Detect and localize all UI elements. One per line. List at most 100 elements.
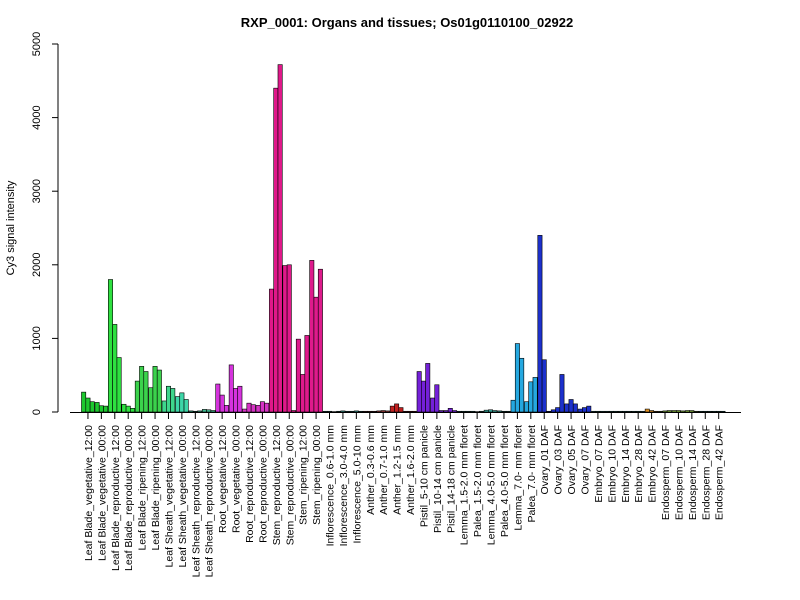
bar — [219, 394, 225, 413]
x-tick-label: Leaf Blade_ripening_00:00 — [150, 425, 162, 551]
bar — [653, 410, 659, 413]
bar — [425, 363, 431, 413]
bar — [317, 268, 323, 413]
bar — [269, 288, 274, 413]
x-tick-label: Stem_ripening_00:00 — [311, 425, 323, 525]
bar — [510, 399, 516, 413]
y-axis-label: Cy3 signal intensity — [5, 180, 17, 275]
bar — [282, 265, 288, 413]
bar — [599, 410, 605, 413]
x-tick-label: Stem_reproductive_00:00 — [284, 425, 296, 545]
bar — [130, 408, 135, 413]
x-tick-label: Palea_7.0- mm floret — [526, 425, 538, 523]
bar — [304, 335, 310, 413]
bar — [228, 364, 234, 413]
x-tick-label: Endosperm_42 DAF — [714, 425, 726, 520]
bar — [685, 410, 691, 413]
bar — [626, 410, 632, 413]
x-tick-label: Pistil_14-18 cm panicle — [445, 425, 457, 533]
x-tick-label: Anther_1.6-2.0 mm — [405, 425, 417, 515]
bar — [497, 410, 503, 413]
bar — [156, 369, 162, 413]
bar — [430, 397, 436, 413]
x-tick-label: Embryo_28 DAF — [633, 425, 645, 503]
x-tick-label: Leaf Blade_vegetative_00:00 — [96, 425, 108, 561]
bar — [617, 410, 623, 413]
bar — [139, 366, 145, 413]
bar — [201, 409, 207, 413]
x-tick-label: Leaf Blade_ripening_12:00 — [137, 425, 149, 551]
x-tick-label: Root_reproductive_00:00 — [257, 425, 269, 543]
bar — [693, 410, 699, 413]
bar — [215, 383, 221, 413]
bar — [420, 380, 426, 413]
bar — [555, 407, 561, 413]
bar — [98, 405, 104, 413]
bar — [175, 396, 181, 413]
bar — [671, 410, 677, 413]
x-tick-label: Pistil_10-14 cm panicle — [432, 425, 444, 533]
bar — [582, 407, 587, 413]
y-tick-label: 1000 — [31, 326, 43, 350]
y-tick-label: 5000 — [31, 32, 43, 56]
bar — [613, 410, 619, 413]
bar — [411, 410, 417, 413]
x-tick-label: Lemma_4.0-5.0 mm floret — [486, 425, 498, 545]
bar — [546, 410, 551, 413]
bar — [640, 410, 645, 413]
x-tick-label: Stem_ripening_12:00 — [298, 425, 310, 525]
bar — [577, 408, 583, 413]
x-tick-label: Inflorescence_5.0-10 mm — [351, 425, 363, 544]
x-tick-label: Ovary_01 DAF — [539, 425, 551, 494]
x-tick-label: Leaf Blade_reproductive_00:00 — [123, 425, 135, 571]
bar — [327, 410, 332, 413]
x-tick-label: Leaf Blade_reproductive_12:00 — [110, 425, 122, 571]
bar — [416, 371, 422, 413]
bar — [644, 408, 650, 413]
bar — [537, 235, 543, 413]
bar — [340, 410, 346, 413]
bar — [438, 410, 444, 413]
x-tick-label: Root_reproductive_12:00 — [244, 425, 256, 543]
bar — [224, 405, 229, 413]
y-tick-label: 4000 — [31, 105, 43, 129]
bar — [94, 402, 100, 413]
bar — [264, 402, 270, 413]
bar — [465, 410, 471, 413]
bar — [125, 405, 131, 413]
x-tick-label: Embryo_14 DAF — [620, 425, 632, 503]
bar — [470, 410, 476, 413]
x-tick-label: Ovary_05 DAF — [566, 425, 578, 494]
bar — [564, 403, 570, 413]
bar — [649, 410, 655, 413]
bar — [631, 410, 637, 413]
x-tick-label: Root_vegetative_00:00 — [231, 425, 243, 533]
bar — [707, 410, 713, 413]
bar — [85, 397, 91, 413]
x-tick-label: Ovary_03 DAF — [553, 425, 565, 494]
x-tick-label: Palea_4.0-5.0 mm floret — [499, 425, 511, 537]
bar — [568, 399, 574, 413]
bar — [259, 401, 265, 413]
bar — [434, 384, 440, 413]
bar — [478, 410, 484, 413]
x-tick-label: Pistil_5-10 cm panicle — [418, 425, 430, 527]
bar — [242, 408, 248, 413]
bar — [702, 410, 708, 413]
x-tick-label: Palea_1.5-2.0 mm floret — [472, 425, 484, 537]
x-tick-label: Lemma_7.0- mm floret — [512, 425, 524, 531]
bar — [394, 403, 400, 413]
x-tick-label: Leaf Sheath_vegetative_12:00 — [163, 425, 175, 568]
bar — [680, 410, 686, 413]
bar — [291, 410, 296, 413]
bar — [313, 296, 319, 413]
x-tick-label: Leaf Sheath_reproductive_12:00 — [190, 425, 202, 578]
y-axis-ticks: 0 1000 2000 3000 4000 5000 — [31, 32, 58, 415]
bar — [398, 407, 404, 413]
bar — [197, 410, 203, 413]
bar — [689, 410, 695, 413]
bars-group — [81, 64, 726, 413]
bar — [358, 410, 364, 413]
bar — [170, 388, 176, 413]
